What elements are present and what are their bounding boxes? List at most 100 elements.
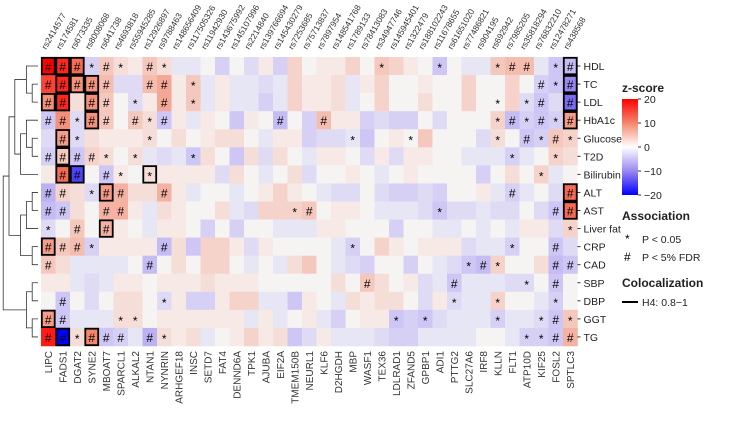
- nominal-significance-marker: *: [147, 115, 152, 129]
- heatmap-cell: [490, 165, 506, 184]
- heatmap-cell: [505, 183, 520, 202]
- heatmap-cell: [244, 237, 259, 256]
- nominal-significance-marker: *: [394, 314, 399, 328]
- heatmap-cell: [215, 75, 230, 94]
- colocalization-box: [40, 56, 56, 76]
- heatmap-cell: [389, 291, 404, 311]
- colocalization-box: [40, 93, 56, 112]
- heatmap-cell: [171, 165, 187, 184]
- nominal-significance-marker: *: [147, 169, 152, 183]
- heatmap-cell: [157, 129, 172, 148]
- colocalization-box: [55, 93, 71, 112]
- heatmap-cell: [200, 291, 216, 311]
- heatmap-cell: [476, 75, 491, 94]
- heatmap-cell: [41, 309, 56, 329]
- heatmap-cell: [128, 327, 143, 347]
- heatmap-cell: [389, 309, 404, 329]
- nominal-significance-marker: *: [75, 332, 80, 346]
- heatmap-cell: [215, 291, 230, 311]
- heatmap-cell: [186, 327, 201, 347]
- heatmap-cell: [331, 75, 346, 94]
- heatmap-cell: [157, 201, 172, 220]
- heatmap-cell: [99, 255, 114, 275]
- colocalization-box: [55, 74, 71, 94]
- heatmap-cell: [331, 219, 346, 238]
- heatmap-cell: [490, 273, 506, 293]
- heatmap-cell: [389, 129, 404, 148]
- heatmap-cell: [548, 147, 564, 166]
- gene-label: SPARCL1: [116, 351, 127, 396]
- trait-label: LDL: [584, 97, 603, 109]
- heatmap-cell: [215, 147, 230, 166]
- colocalization-box: [84, 74, 100, 94]
- gene-label: EIF2A: [276, 351, 287, 379]
- heatmap-cell: [128, 183, 143, 202]
- fdr-significance-marker: #: [552, 241, 559, 255]
- colocalization-box: [562, 183, 578, 202]
- heatmap-cell: [99, 93, 114, 112]
- heatmap-cell: [55, 255, 71, 275]
- heatmap-cell: [360, 219, 375, 238]
- heatmap-cell: [273, 291, 288, 311]
- heatmap-cell: [374, 147, 390, 166]
- gene-label: KLLN: [493, 351, 504, 376]
- heatmap-cell: [360, 147, 375, 166]
- heatmap-cell: [447, 255, 462, 275]
- heatmap-cell: [418, 129, 433, 148]
- heatmap-cell: [331, 255, 346, 275]
- heatmap-cell: [389, 75, 404, 94]
- heatmap-cell: [563, 147, 578, 166]
- fdr-significance-marker: #: [161, 78, 168, 92]
- heatmap-cell: [171, 273, 187, 293]
- trait-label: ALT: [584, 187, 603, 199]
- gene-label: TMEM150B: [290, 351, 301, 404]
- heatmap-cell: [99, 237, 114, 256]
- heatmap-cell: [490, 147, 506, 166]
- heatmap-cell: [403, 111, 419, 130]
- heatmap-cell: [157, 291, 172, 311]
- heatmap-cell: [374, 309, 390, 329]
- heatmap-cell: [403, 291, 419, 311]
- nominal-significance-marker: *: [539, 332, 544, 346]
- heatmap-cell: [273, 147, 288, 166]
- heatmap-cell: [41, 165, 56, 184]
- heatmap-cell: [70, 75, 85, 94]
- legend-label-fdr: P < 5% FDR: [642, 252, 701, 264]
- heatmap-cell: [403, 201, 419, 220]
- heatmap-cell: [287, 255, 303, 275]
- heatmap-cell: [360, 75, 375, 94]
- heatmap-cell: [534, 183, 549, 202]
- heatmap-cell: [316, 129, 332, 148]
- gene-label: ARHGEF18: [174, 351, 185, 404]
- heatmap-cell: [229, 327, 245, 347]
- heatmap-cell: [534, 93, 549, 112]
- heatmap-cell: [55, 147, 71, 166]
- heatmap-cell: [302, 147, 317, 166]
- heatmap-cell: [258, 201, 274, 220]
- heatmap-cell: [171, 57, 187, 76]
- heatmap-cell: [229, 309, 245, 329]
- heatmap-cell: [142, 57, 158, 76]
- heatmap-cell: [345, 237, 361, 256]
- heatmap-cell: [113, 237, 129, 256]
- heatmap-cell: [113, 165, 129, 184]
- nominal-significance-marker: *: [437, 206, 442, 220]
- nominal-significance-marker: *: [162, 332, 167, 346]
- heatmap-cell: [461, 201, 477, 220]
- heatmap-cell: [389, 57, 404, 76]
- heatmap-cell: [157, 147, 172, 166]
- heatmap-cell: [273, 111, 288, 130]
- fdr-significance-marker: #: [74, 78, 81, 92]
- heatmap-cell: [505, 129, 520, 148]
- heatmap-cell: [316, 327, 332, 347]
- heatmap-cell: [84, 255, 100, 275]
- nominal-significance-marker: *: [539, 169, 544, 183]
- heatmap-cell: [200, 129, 216, 148]
- heatmap-cell: [389, 201, 404, 220]
- heatmap-cell: [229, 237, 245, 256]
- fdr-significance-marker: #: [88, 96, 95, 110]
- heatmap-cell: [490, 111, 506, 130]
- nominal-significance-marker: *: [191, 151, 196, 165]
- heatmap-cell: [41, 237, 56, 256]
